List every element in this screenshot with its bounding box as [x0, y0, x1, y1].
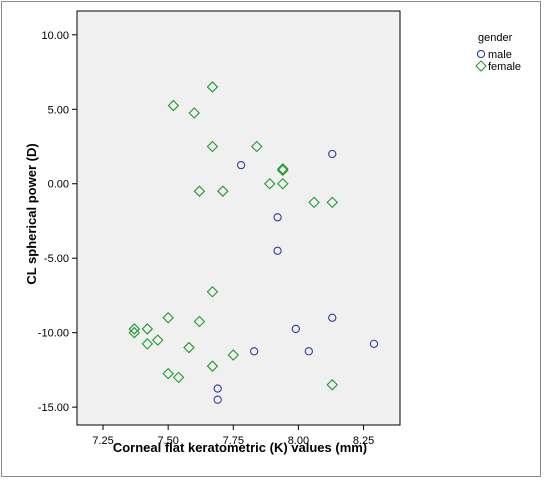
male-point [236, 160, 246, 170]
x-tick-label: 7.75 [223, 435, 244, 447]
female-point [167, 99, 180, 112]
male-point [273, 246, 282, 255]
female-point [141, 338, 154, 350]
female-point [151, 334, 164, 346]
female-point [277, 163, 289, 175]
male-point [291, 324, 300, 334]
female-point [128, 323, 141, 335]
legend-marker-female [475, 60, 487, 72]
female-point [308, 196, 320, 209]
y-tick-label: -15.00 [38, 402, 69, 414]
female-point [263, 177, 276, 190]
y-tick-label: 10.00 [41, 30, 69, 42]
female-point [193, 315, 206, 328]
male-point [213, 384, 222, 393]
y-tick-label: -5.00 [44, 253, 69, 265]
data-points [128, 81, 379, 404]
y-axis-title: CL spherical power (D) [24, 143, 39, 284]
female-point [217, 185, 229, 197]
female-point [277, 177, 289, 190]
female-point [141, 323, 154, 335]
x-tick-label: 7.50 [157, 435, 178, 447]
female-point [162, 367, 174, 380]
y-tick-label: 5.00 [48, 104, 69, 116]
legend-marker-male [476, 49, 486, 59]
female-point [128, 326, 141, 339]
female-point [172, 371, 185, 384]
female-point [206, 81, 219, 93]
legend-label-female: female [488, 61, 521, 73]
male-point [273, 213, 282, 222]
female-point [206, 360, 219, 372]
female-point [183, 341, 195, 354]
legend-label-male: male [488, 49, 512, 61]
female-point [162, 311, 174, 324]
x-tick-label: 8.25 [353, 435, 374, 447]
legend-title: gender [478, 32, 513, 44]
male-point [328, 149, 337, 159]
x-axis-title: Corneal flat keratometric (K) values (mm… [113, 440, 367, 455]
male-point [249, 347, 259, 356]
female-point [206, 285, 219, 298]
female-point [277, 164, 289, 177]
female-point [193, 185, 206, 197]
x-axis-ticks: 7.25 7.50 7.75 8.00 8.25 [92, 425, 374, 447]
x-tick-label: 8.00 [288, 435, 309, 447]
y-tick-label: -10.00 [38, 328, 69, 340]
x-tick-label: 7.25 [92, 435, 113, 447]
male-point [369, 339, 379, 348]
female-point [326, 379, 339, 391]
female-point [206, 140, 219, 153]
male-point [213, 395, 222, 404]
female-point [188, 107, 200, 119]
male-point [328, 313, 337, 322]
male-point [304, 347, 313, 356]
y-tick-label: 0.00 [48, 179, 69, 191]
female-point [326, 196, 339, 209]
plot-area [76, 10, 401, 426]
y-axis-ticks: 10.00 5.00 0.00 -5.00 -10.00 -15.00 [38, 30, 77, 414]
female-point [250, 140, 263, 153]
female-point [227, 349, 240, 361]
